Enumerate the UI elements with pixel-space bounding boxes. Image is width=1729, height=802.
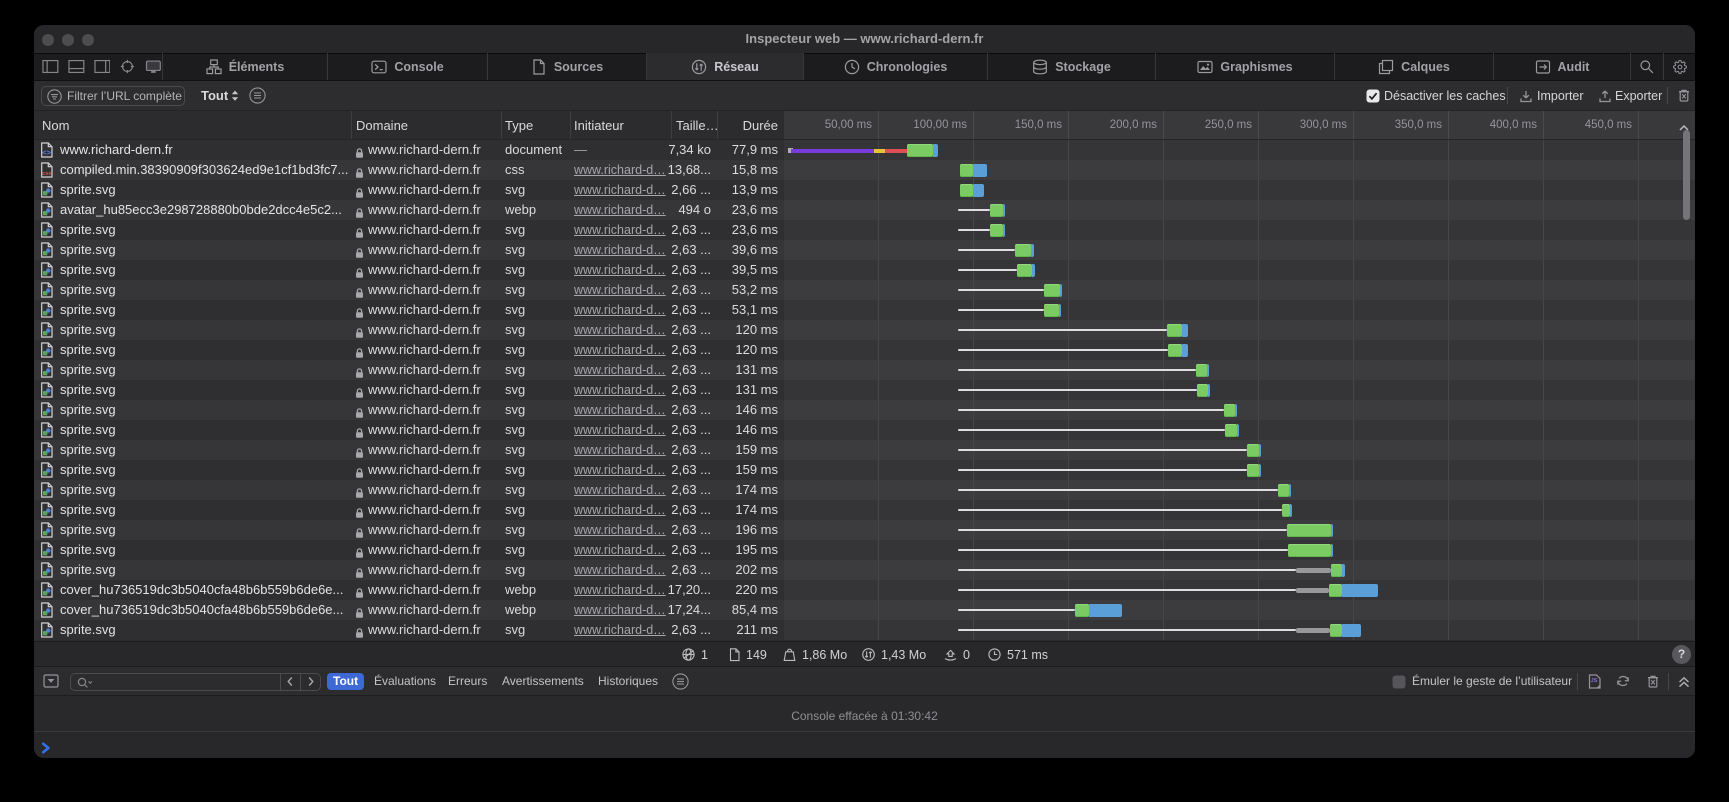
svg-text:JS: JS [1591, 678, 1598, 684]
svg-text:<>: <> [42, 148, 51, 157]
svg-text:css: css [42, 171, 51, 177]
